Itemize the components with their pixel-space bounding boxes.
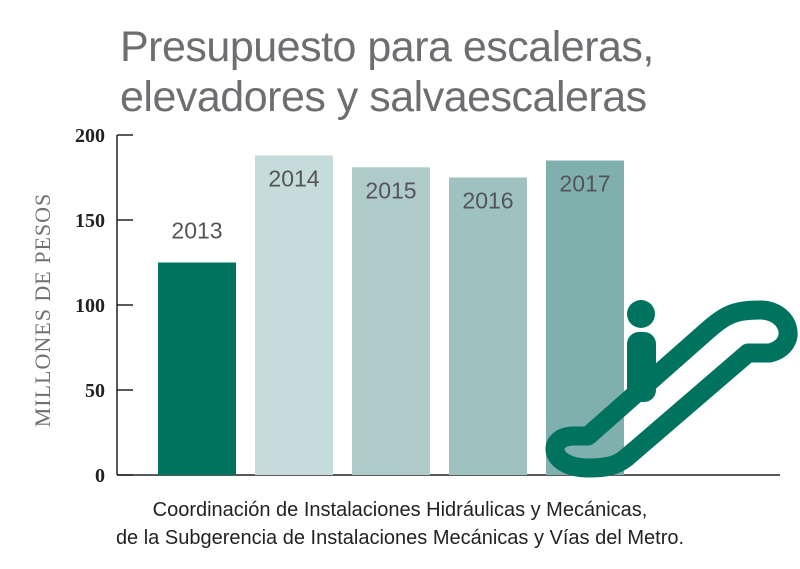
source-line-1: Coordinación de Instalaciones Hidráulica…: [152, 499, 648, 521]
bar-category-label: 2015: [365, 177, 416, 203]
source-note: Coordinación de Instalaciones Hidráulica…: [0, 496, 800, 552]
bar: [352, 167, 430, 476]
chart-title-line-2: elevadores y salvaescaleras: [120, 73, 647, 121]
chart-title: Presupuesto para escaleras, elevadores y…: [120, 22, 720, 122]
y-tick-label: 100: [75, 295, 105, 317]
bar-category-label: 2014: [268, 165, 319, 191]
escalator-icon: [545, 300, 798, 478]
bar-category-label: 2017: [559, 171, 610, 197]
bars: 2013 2014 2015 2016 2017: [158, 155, 624, 476]
y-tick-label: 50: [85, 380, 105, 402]
bar: [255, 155, 333, 475]
y-tick-label: 150: [75, 210, 105, 232]
bar: [158, 262, 236, 475]
bar-category-label: 2013: [171, 218, 222, 244]
bar: [449, 177, 527, 475]
chart-title-line-1: Presupuesto para escaleras,: [120, 23, 654, 71]
y-tick-label: 0: [95, 465, 105, 487]
y-tick-label: 200: [75, 125, 105, 147]
source-line-2: de la Subgerencia de Instalaciones Mecán…: [115, 527, 685, 549]
y-axis: 0 50 100 150 200: [75, 125, 780, 487]
bar-category-label: 2016: [462, 188, 513, 214]
